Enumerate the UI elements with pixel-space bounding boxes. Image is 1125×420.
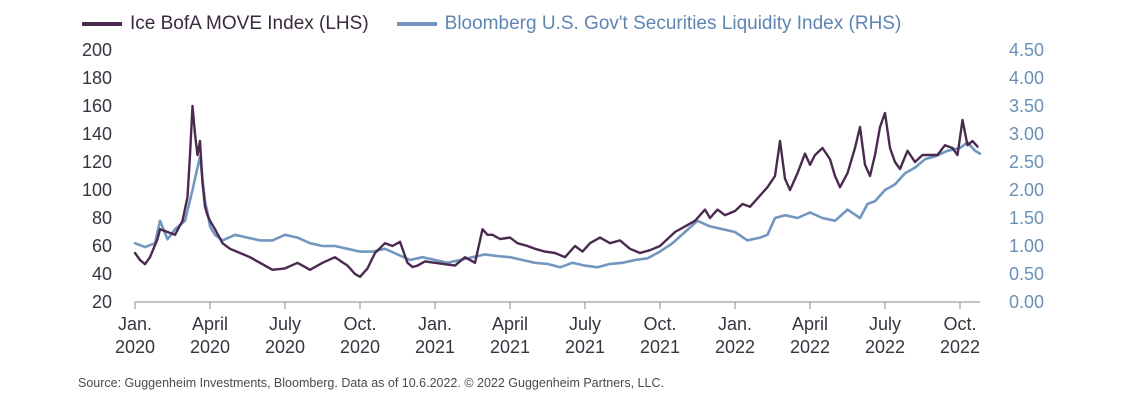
chart-area: Jan.2020April2020July2020Oct.2020Jan.202… — [82, 40, 1044, 357]
legend-item-liquidity: Bloomberg U.S. Gov't Securities Liquidit… — [396, 13, 902, 35]
x-tick-label-year: 2021 — [490, 337, 530, 357]
series-line-move — [133, 104, 979, 278]
y-right-tick-label: 4.00 — [1009, 68, 1044, 88]
legend-label-liquidity: Bloomberg U.S. Gov't Securities Liquidit… — [444, 13, 902, 34]
x-tick-label-year: 2021 — [640, 337, 680, 357]
x-tick-label: Oct. — [943, 314, 976, 334]
x-tick-label: Oct. — [343, 314, 376, 334]
legend-swatch-liquidity — [396, 22, 437, 26]
x-tick-label-year: 2020 — [190, 337, 230, 357]
x-tick-label-year: 2022 — [940, 337, 980, 357]
y-left-tick-label: 140 — [82, 124, 112, 144]
x-tick-label: Jan. — [718, 314, 752, 334]
x-tick-label: July — [269, 314, 301, 334]
y-right-tick-label: 0.50 — [1009, 264, 1044, 284]
y-left-tick-label: 60 — [92, 236, 112, 256]
x-tick-label: April — [492, 314, 528, 334]
x-tick-label: Jan. — [118, 314, 152, 334]
y-right-tick-label: 4.50 — [1009, 40, 1044, 60]
y-left-tick-label: 20 — [92, 292, 112, 312]
y-left-tick-label: 200 — [82, 40, 112, 60]
legend-swatch-move — [82, 22, 122, 26]
source-note: Source: Guggenheim Investments, Bloomber… — [78, 376, 664, 390]
x-tick-label: Oct. — [643, 314, 676, 334]
x-tick-label-year: 2020 — [265, 337, 305, 357]
x-tick-label: July — [869, 314, 901, 334]
y-right-tick-label: 2.00 — [1009, 180, 1044, 200]
y-right-tick-label: 0.00 — [1009, 292, 1044, 312]
legend: Ice BofA MOVE Index (LHS) Bloomberg U.S.… — [82, 12, 929, 36]
y-left-tick-label: 40 — [92, 264, 112, 284]
x-tick-label: April — [792, 314, 828, 334]
y-left-tick-label: 100 — [82, 180, 112, 200]
legend-item-move: Ice BofA MOVE Index (LHS) — [82, 13, 369, 35]
x-tick-label-year: 2022 — [790, 337, 830, 357]
y-right-tick-label: 3.00 — [1009, 124, 1044, 144]
x-tick-label-year: 2021 — [415, 337, 455, 357]
x-tick-label: Jan. — [418, 314, 452, 334]
x-tick-label-year: 2022 — [865, 337, 905, 357]
x-tick-label: July — [569, 314, 601, 334]
x-tick-label-year: 2022 — [715, 337, 755, 357]
y-right-tick-label: 1.50 — [1009, 208, 1044, 228]
x-tick-label: April — [192, 314, 228, 334]
x-tick-label-year: 2020 — [115, 337, 155, 357]
x-tick-label-year: 2020 — [340, 337, 380, 357]
legend-label-move: Ice BofA MOVE Index (LHS) — [130, 13, 369, 34]
y-right-tick-label: 2.50 — [1009, 152, 1044, 172]
x-tick-label-year: 2021 — [565, 337, 605, 357]
y-right-tick-label: 3.50 — [1009, 96, 1044, 116]
series-line-liquidity — [133, 141, 982, 269]
y-left-tick-label: 180 — [82, 68, 112, 88]
y-left-tick-label: 120 — [82, 152, 112, 172]
y-right-tick-label: 1.00 — [1009, 236, 1044, 256]
y-left-tick-label: 160 — [82, 96, 112, 116]
y-left-tick-label: 80 — [92, 208, 112, 228]
